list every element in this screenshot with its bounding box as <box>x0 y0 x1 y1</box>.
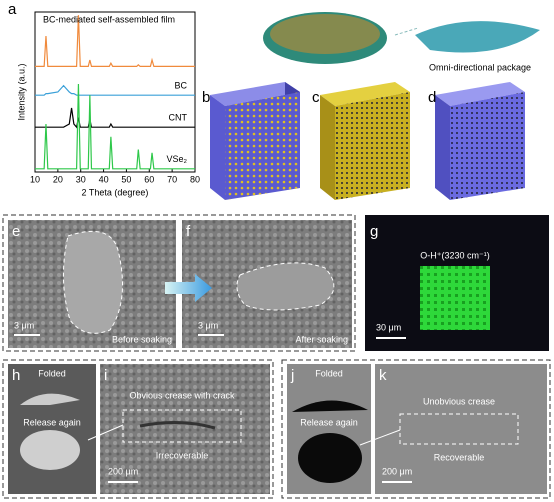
series-line <box>35 15 195 67</box>
pointer <box>87 424 124 441</box>
released-sheet <box>298 433 362 483</box>
box-ef <box>2 214 356 352</box>
x-axis-label: 2 Theta (degree) <box>82 187 149 197</box>
sem-i <box>100 364 270 494</box>
caption: Unobvious crease <box>423 396 495 406</box>
scale-label: 200 μm <box>382 466 412 476</box>
x-tick-label: 10 <box>30 174 40 184</box>
panel-letter: e <box>12 223 20 240</box>
cube-c <box>320 82 410 200</box>
panel-letter: c <box>312 89 320 106</box>
series-line <box>35 84 195 96</box>
x-tick-label: 40 <box>99 174 109 184</box>
x-tick-label: 70 <box>167 174 177 184</box>
crack <box>139 420 216 430</box>
box-jk <box>281 359 551 499</box>
panel-letter: d <box>428 89 436 106</box>
package <box>415 21 540 53</box>
x-tick-label: 60 <box>144 174 154 184</box>
caption: Release again <box>300 417 358 427</box>
cube-b <box>210 82 300 200</box>
package-label: Omni-directional package <box>429 62 531 72</box>
arrow <box>165 274 212 302</box>
scale-label: 3 μm <box>198 320 218 330</box>
highlight-box <box>399 413 519 445</box>
raman-square <box>420 266 490 330</box>
scale-label: 30 μm <box>376 322 401 332</box>
series-label: BC <box>174 81 187 91</box>
y-axis-label: Intensity (a.u.) <box>16 63 26 120</box>
caption: Irrecoverable <box>156 450 209 460</box>
panel-letter: a <box>8 1 17 18</box>
box-hi <box>2 359 274 499</box>
folded-sheet <box>20 393 80 405</box>
released-sheet <box>20 430 80 470</box>
connector <box>394 27 419 36</box>
panel-letter: k <box>379 367 387 384</box>
panel-letter: f <box>186 223 191 240</box>
panel-letter: b <box>202 89 210 106</box>
panel-letter: j <box>290 367 294 384</box>
caption: Folded <box>38 368 66 378</box>
plot-frame <box>34 11 196 173</box>
panel-letter: i <box>104 367 107 384</box>
caption: After soaking <box>295 334 348 344</box>
caption: Obvious crease with crack <box>129 390 235 400</box>
panel-letter: g <box>370 223 378 240</box>
scale-label: 3 μm <box>14 320 34 330</box>
x-tick-label: 30 <box>76 174 86 184</box>
flake-f <box>236 262 335 311</box>
flake-e <box>63 230 123 334</box>
series-label: CNT <box>169 113 188 123</box>
series-label: BC-mediated self-assembled film <box>43 14 175 24</box>
caption: Folded <box>315 368 343 378</box>
cube-d <box>435 82 525 200</box>
folded-sheet <box>292 400 368 412</box>
raman-label: O-H⁺(3230 cm⁻¹) <box>420 250 490 260</box>
series-line <box>35 83 195 170</box>
pointer <box>359 429 401 446</box>
caption: Release again <box>23 417 81 427</box>
fiber-overlay <box>270 14 380 54</box>
series-label: VSe₂ <box>166 154 187 164</box>
panel-letter: h <box>12 367 20 384</box>
x-tick-label: 50 <box>121 174 131 184</box>
photo-h <box>8 364 96 494</box>
x-tick-label: 20 <box>53 174 63 184</box>
caption: Recoverable <box>434 452 485 462</box>
caption: Before soaking <box>112 334 172 344</box>
x-tick-label: 80 <box>190 174 200 184</box>
scale-label: 200 μm <box>108 466 138 476</box>
highlight-box <box>122 409 242 443</box>
